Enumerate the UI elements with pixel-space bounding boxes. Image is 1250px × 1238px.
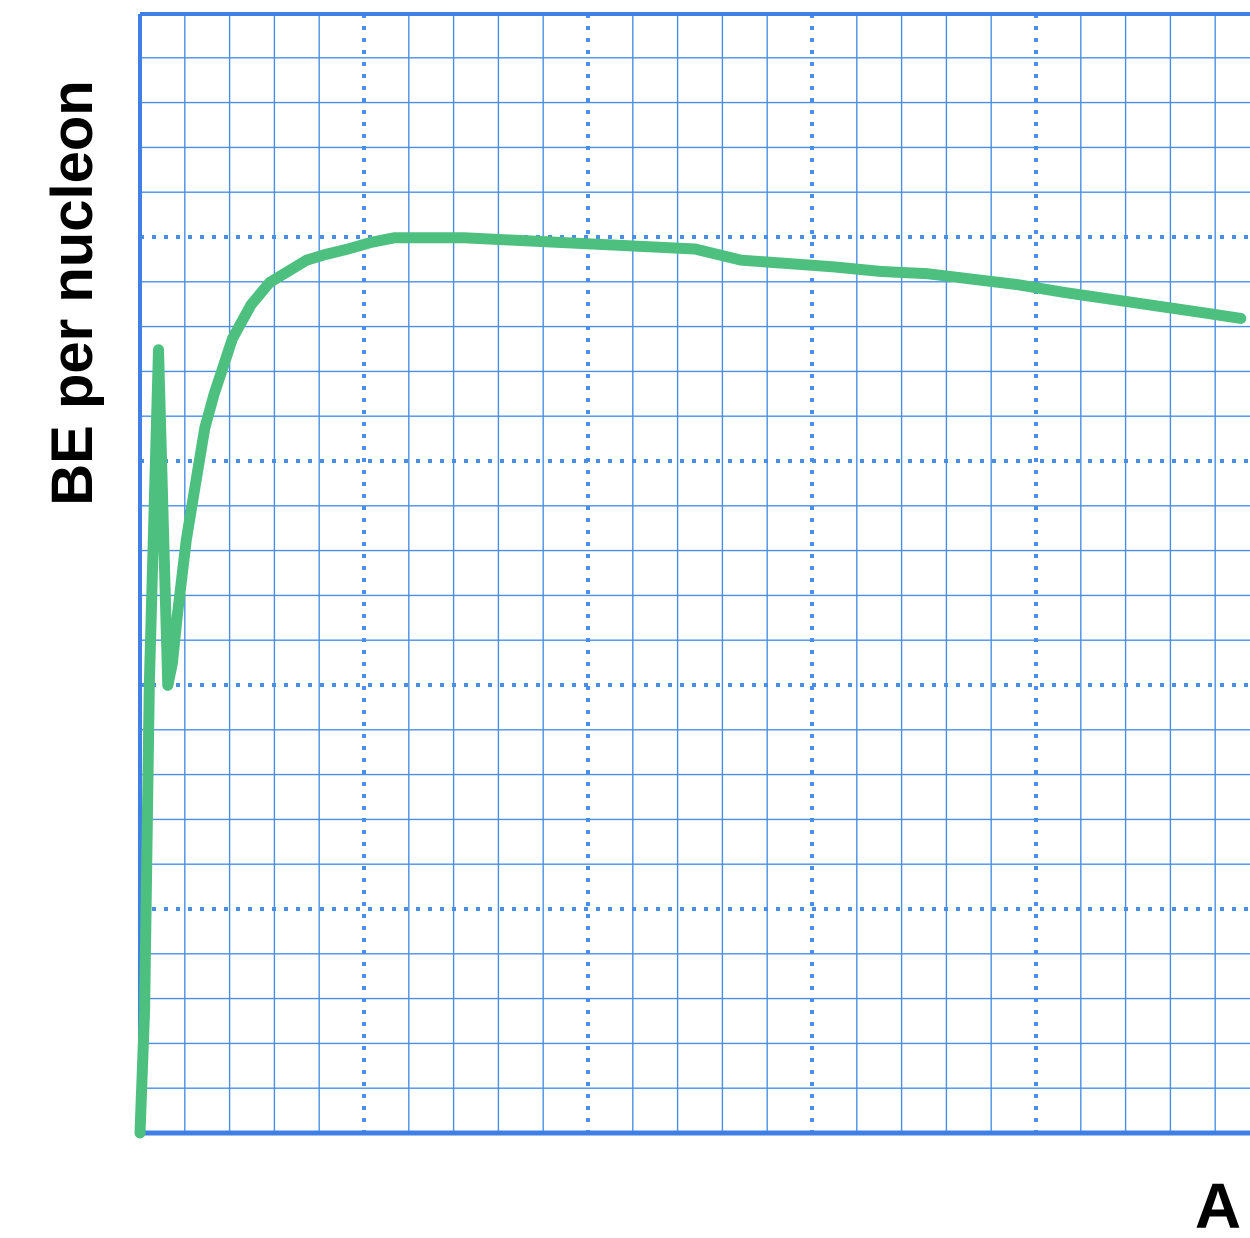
series-line-0: [134, 232, 1247, 1139]
axes: [138, 12, 1250, 1136]
y-axis-label: BE per nucleon: [40, 80, 105, 505]
grid: [140, 14, 1250, 1133]
x-axis-label: A: [1195, 1170, 1241, 1238]
plot-area: [134, 232, 1247, 1139]
